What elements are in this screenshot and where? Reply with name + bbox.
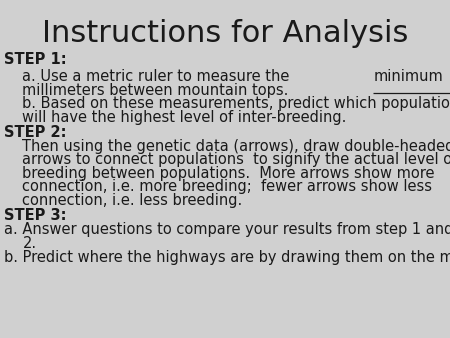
Text: connection, i.e. less breeding.: connection, i.e. less breeding. <box>22 193 243 208</box>
Text: arrows to connect populations  to signify the actual level of: arrows to connect populations to signify… <box>22 152 450 167</box>
Text: minimum: minimum <box>374 69 443 84</box>
Text: STEP 2:: STEP 2: <box>4 125 67 140</box>
Text: will have the highest level of inter-breeding.: will have the highest level of inter-bre… <box>22 110 347 125</box>
Text: breeding between populations.  More arrows show more: breeding between populations. More arrow… <box>22 166 435 180</box>
Text: connection, i.e. more breeding;  fewer arrows show less: connection, i.e. more breeding; fewer ar… <box>22 179 432 194</box>
Text: 2.: 2. <box>22 236 36 251</box>
Text: STEP 1:: STEP 1: <box>4 52 67 67</box>
Text: Then using the genetic data (arrows), draw double-headed: Then using the genetic data (arrows), dr… <box>22 139 450 153</box>
Text: millimeters between mountain tops.: millimeters between mountain tops. <box>22 83 289 98</box>
Text: b. Predict where the highways are by drawing them on the map.: b. Predict where the highways are by dra… <box>4 250 450 265</box>
Text: Instructions for Analysis: Instructions for Analysis <box>42 19 408 48</box>
Text: STEP 3:: STEP 3: <box>4 208 67 223</box>
Text: b. Based on these measurements, predict which populations: b. Based on these measurements, predict … <box>22 96 450 111</box>
Text: a. Use a metric ruler to measure the: a. Use a metric ruler to measure the <box>22 69 294 84</box>
Text: a. Answer questions to compare your results from step 1 and step: a. Answer questions to compare your resu… <box>4 222 450 237</box>
